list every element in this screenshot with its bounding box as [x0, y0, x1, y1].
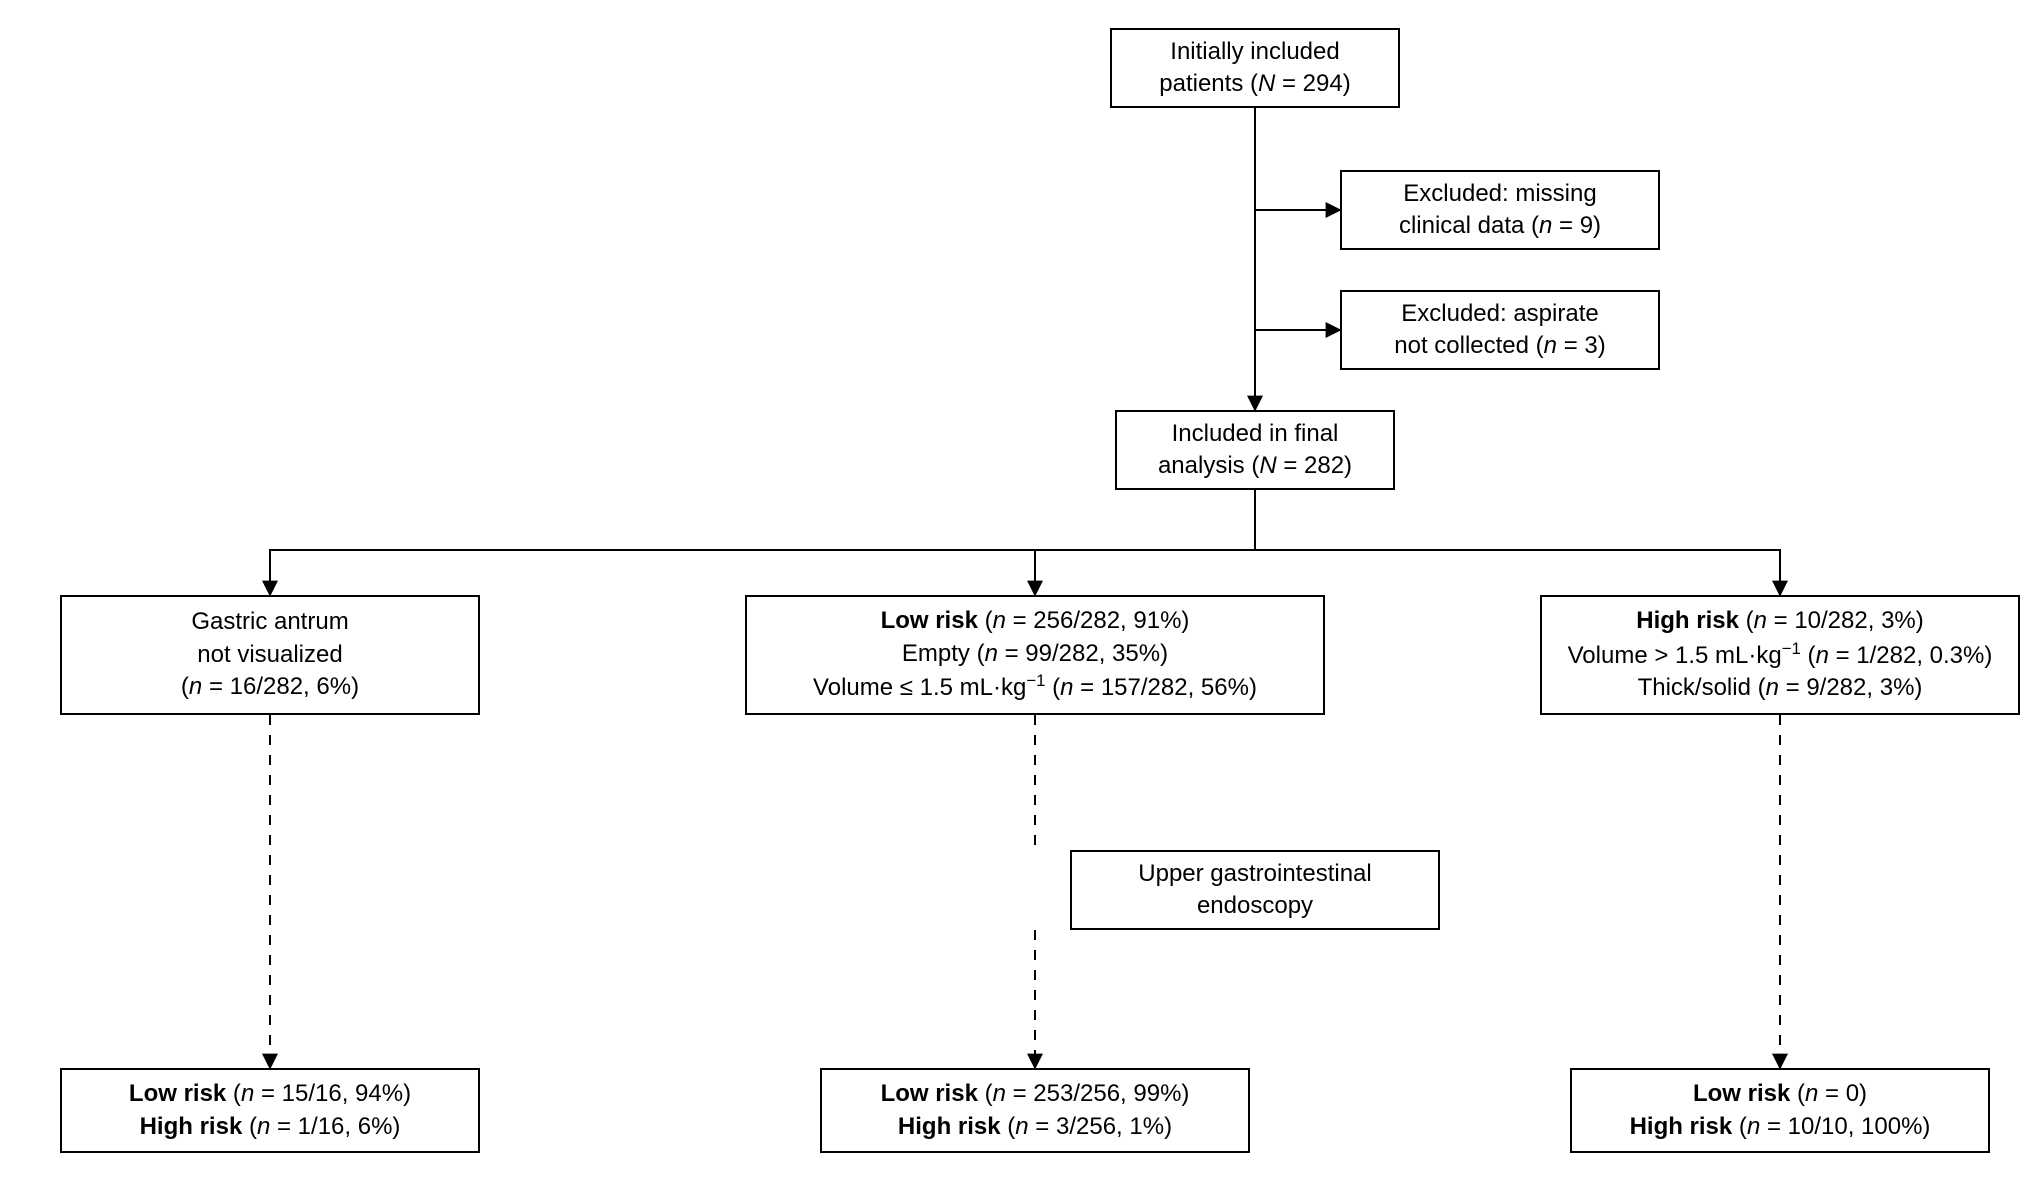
- text-line: Volume ≤ 1.5 mL·kg−1 (n = 157/282, 56%): [813, 670, 1257, 704]
- text-line: Low risk (n = 15/16, 94%): [129, 1078, 411, 1110]
- node-excl1: Excluded: missingclinical data (n = 9): [1340, 170, 1660, 250]
- text-line: High risk (n = 10/282, 3%): [1636, 605, 1924, 637]
- text-line: Excluded: aspirate: [1401, 298, 1598, 330]
- node-outR: Low risk (n = 0)High risk (n = 10/10, 10…: [1570, 1068, 1990, 1153]
- text-line: High risk (n = 3/256, 1%): [898, 1111, 1172, 1143]
- text-line: High risk (n = 1/16, 6%): [140, 1111, 401, 1143]
- node-final: Included in finalanalysis (N = 282): [1115, 410, 1395, 490]
- node-branchL: Gastric antrumnot visualized(n = 16/282,…: [60, 595, 480, 715]
- text-line: clinical data (n = 9): [1399, 210, 1601, 242]
- flowchart-canvas: Initially includedpatients (N = 294) Excl…: [20, 20, 2032, 1173]
- node-branchR: High risk (n = 10/282, 3%)Volume > 1.5 m…: [1540, 595, 2020, 715]
- text-line: Upper gastrointestinal: [1138, 858, 1371, 890]
- node-initial: Initially includedpatients (N = 294): [1110, 28, 1400, 108]
- text-line: not collected (n = 3): [1394, 330, 1605, 362]
- text-line: (n = 16/282, 6%): [181, 671, 359, 703]
- text-line: High risk (n = 10/10, 100%): [1630, 1111, 1931, 1143]
- text-line: Low risk (n = 0): [1693, 1078, 1867, 1110]
- node-outM: Low risk (n = 253/256, 99%)High risk (n …: [820, 1068, 1250, 1153]
- edge-final-branchM: [1035, 490, 1255, 595]
- text-line: Thick/solid (n = 9/282, 3%): [1638, 672, 1923, 704]
- node-branchM: Low risk (n = 256/282, 91%)Empty (n = 99…: [745, 595, 1325, 715]
- text-line: Volume > 1.5 mL·kg−1 (n = 1/282, 0.3%): [1568, 638, 1993, 672]
- node-outL: Low risk (n = 15/16, 94%)High risk (n = …: [60, 1068, 480, 1153]
- text-line: Included in final: [1172, 418, 1339, 450]
- text-line: Gastric antrum: [191, 606, 348, 638]
- text-line: patients (N = 294): [1159, 68, 1350, 100]
- node-excl2: Excluded: aspiratenot collected (n = 3): [1340, 290, 1660, 370]
- text-line: Low risk (n = 253/256, 99%): [881, 1078, 1190, 1110]
- text-line: Excluded: missing: [1403, 178, 1596, 210]
- text-line: Initially included: [1170, 36, 1339, 68]
- text-line: Empty (n = 99/282, 35%): [902, 638, 1168, 670]
- edge-final-branchR: [1255, 490, 1780, 595]
- text-line: endoscopy: [1197, 890, 1313, 922]
- node-endoscopy: Upper gastrointestinalendoscopy: [1070, 850, 1440, 930]
- text-line: not visualized: [197, 639, 342, 671]
- text-line: analysis (N = 282): [1158, 450, 1352, 482]
- edge-final-branchL: [270, 490, 1255, 595]
- text-line: Low risk (n = 256/282, 91%): [881, 605, 1190, 637]
